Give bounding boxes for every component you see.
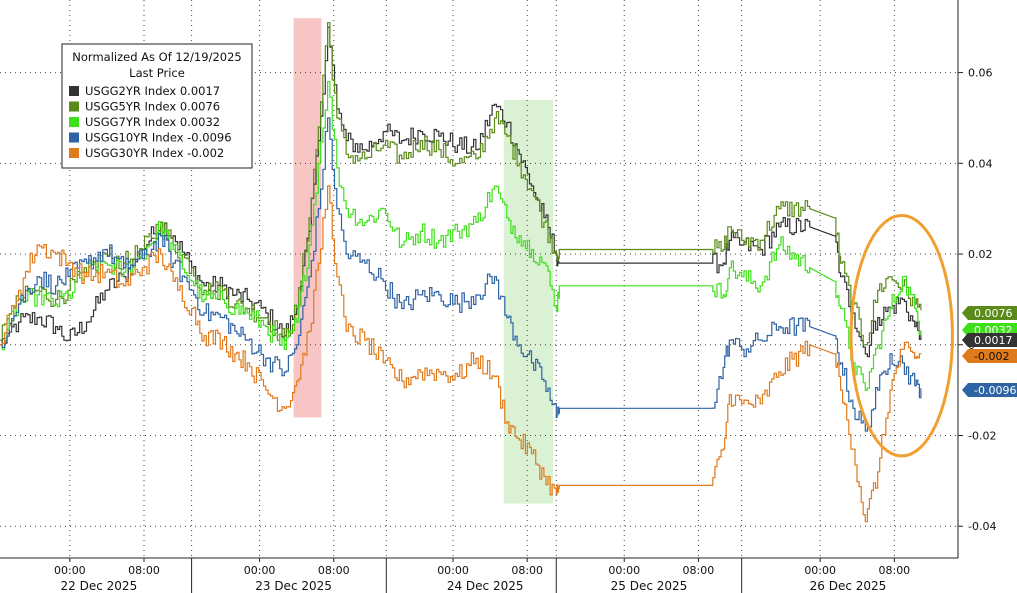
day-label-0: 22 Dec 2025 <box>61 579 138 593</box>
x-tick-label-1: 08:00 <box>128 564 160 577</box>
x-tick-label-4: 00:00 <box>437 564 469 577</box>
legend-swatch-4 <box>69 132 79 143</box>
legend-entry-1: USGG2YR Index 0.0017 <box>85 84 220 98</box>
y-tick-label-2: 0.02 <box>968 248 993 261</box>
x-tick-label-0: 00:00 <box>54 564 86 577</box>
highlight-band-2 <box>503 99 554 504</box>
x-tick-label-9: 08:00 <box>878 564 910 577</box>
last-tag-bg-1 <box>962 306 1017 320</box>
last-tag-label-5: -0.0096 <box>974 384 1016 397</box>
y-tick-label-5: -0.04 <box>968 520 996 533</box>
legend: Normalized As Of 12/19/2025 Last Price USG… <box>61 43 253 169</box>
day-label-1: 23 Dec 2025 <box>255 579 332 593</box>
series-line-2 <box>0 22 922 346</box>
highlight-bands <box>293 18 554 504</box>
x-tick-label-7: 08:00 <box>683 564 715 577</box>
legend-entry-3: USGG7YR Index 0.0032 <box>85 115 220 129</box>
highlight-band-1 <box>293 18 322 418</box>
day-label-2: 24 Dec 2025 <box>447 579 524 593</box>
series-line-5 <box>0 185 922 523</box>
gridlines <box>0 0 958 558</box>
last-tag-bg-3 <box>962 333 1017 347</box>
legend-subtitle: Last Price <box>129 66 185 80</box>
x-tick-label-6: 00:00 <box>608 564 640 577</box>
x-tick-label-2: 00:00 <box>244 564 276 577</box>
legend-entry-5: USGG30YR Index -0.002 <box>85 146 224 160</box>
day-label-3: 25 Dec 2025 <box>611 579 688 593</box>
y-tick-label-0: 0.06 <box>968 67 993 80</box>
series-line-4 <box>0 117 922 432</box>
axes: 0.060.040.020-0.02-0.0400:0008:0000:0008… <box>0 0 996 593</box>
x-tick-label-8: 00:00 <box>804 564 836 577</box>
series-lines <box>0 22 922 523</box>
last-tag-bg-5 <box>962 383 1017 397</box>
legend-swatch-5 <box>69 148 79 158</box>
legend-entry-4: USGG10YR Index -0.0096 <box>85 131 232 145</box>
last-tag-bg-4 <box>962 349 1017 363</box>
x-tick-label-5: 08:00 <box>511 564 543 577</box>
last-tag-label-4: -0.002 <box>974 350 1009 363</box>
legend-title: Normalized As Of 12/19/2025 <box>72 50 241 64</box>
last-tag-label-1: 0.0076 <box>974 307 1013 320</box>
y-tick-label-1: 0.04 <box>968 157 993 170</box>
last-tag-label-3: 0.0017 <box>974 334 1013 347</box>
day-label-4: 26 Dec 2025 <box>810 579 887 593</box>
highlight-ellipse <box>849 213 954 458</box>
legend-swatch-1 <box>69 86 79 96</box>
legend-swatch-2 <box>69 101 79 112</box>
x-tick-label-3: 08:00 <box>318 564 350 577</box>
legend-entry-2: USGG5YR Index 0.0076 <box>85 100 220 114</box>
legend-box <box>61 43 253 169</box>
legend-swatch-3 <box>69 117 79 127</box>
y-tick-label-4: -0.02 <box>968 430 996 443</box>
annotation-layer <box>849 213 954 458</box>
